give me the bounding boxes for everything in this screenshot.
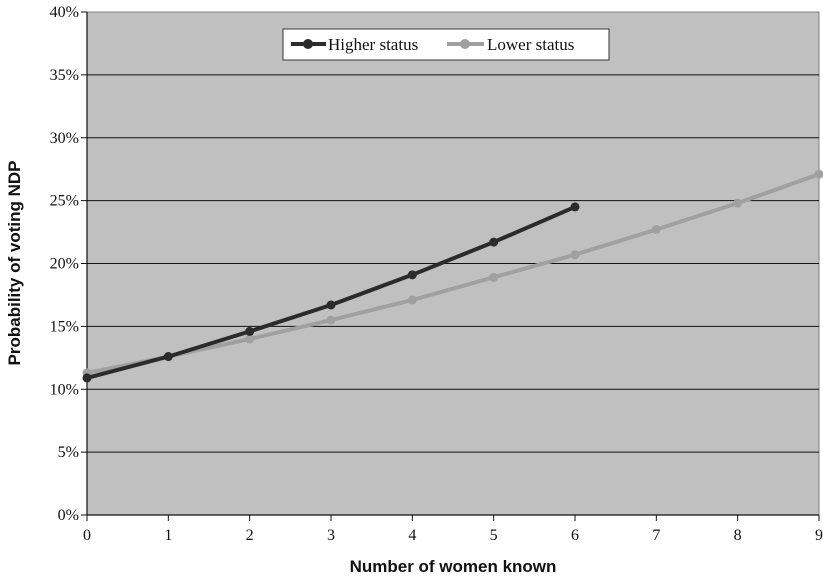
- y-tick-label: 20%: [50, 256, 79, 273]
- y-tick-label: 25%: [50, 193, 79, 210]
- y-tick-label: 15%: [50, 318, 79, 335]
- x-tick-label: 2: [246, 527, 254, 544]
- data-point-lower-status: [733, 198, 743, 208]
- y-tick-label: 35%: [50, 67, 79, 84]
- data-point-lower-status: [651, 225, 661, 235]
- x-tick-label: 9: [815, 527, 823, 544]
- data-point-higher-status: [82, 373, 92, 383]
- y-tick-label: 0%: [58, 507, 79, 524]
- y-tick-label: 5%: [58, 444, 79, 461]
- data-point-lower-status: [814, 169, 823, 179]
- legend-box: [282, 28, 610, 61]
- x-tick-label: 7: [652, 527, 660, 544]
- y-axis-title: Probability of voting NDP: [5, 161, 24, 366]
- legend-marker-lower-status: [460, 39, 470, 49]
- legend-label-higher-status: Higher status: [328, 35, 418, 54]
- data-point-lower-status: [407, 295, 417, 305]
- x-tick-label: 4: [408, 527, 416, 544]
- data-point-lower-status: [489, 272, 499, 282]
- series-higher-status: [82, 202, 580, 383]
- data-point-higher-status: [407, 270, 417, 280]
- x-tick-label: 3: [327, 527, 335, 544]
- data-point-lower-status: [570, 250, 580, 260]
- x-axis-title: Number of women known: [350, 557, 557, 576]
- gridlines: [87, 74, 819, 453]
- data-point-higher-status: [163, 352, 173, 362]
- data-point-higher-status: [326, 300, 336, 310]
- y-tick-label: 40%: [50, 4, 79, 21]
- legend: Higher status Lower status: [282, 28, 610, 61]
- x-tick-label: 6: [571, 527, 579, 544]
- x-tick-label: 0: [83, 527, 91, 544]
- y-axis: 0% 5% 10% 15% 20% 25% 30% 35% 40%: [50, 4, 88, 524]
- data-point-higher-status: [570, 202, 580, 212]
- series-layer: [82, 169, 823, 383]
- x-axis: 0 1 2 3 4 5 6 7 8 9: [83, 514, 823, 544]
- legend-marker-higher-status: [303, 39, 313, 49]
- x-tick-label: 1: [164, 527, 172, 544]
- x-tick-label: 8: [734, 527, 742, 544]
- legend-label-lower-status: Lower status: [487, 35, 574, 54]
- data-point-lower-status: [245, 334, 255, 344]
- data-point-lower-status: [326, 315, 336, 325]
- y-tick-label: 30%: [50, 130, 79, 147]
- data-point-higher-status: [489, 237, 499, 247]
- y-tick-label: 10%: [50, 381, 79, 398]
- data-point-higher-status: [245, 326, 255, 336]
- series-line-lower-status: [85, 172, 821, 375]
- x-tick-label: 5: [490, 527, 498, 544]
- series-lower-status: [82, 169, 823, 378]
